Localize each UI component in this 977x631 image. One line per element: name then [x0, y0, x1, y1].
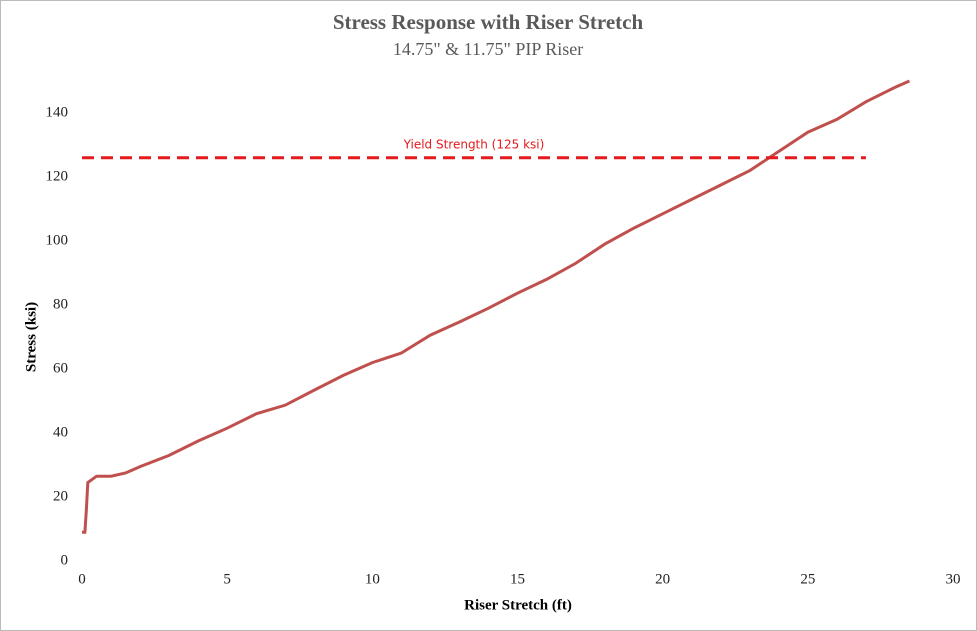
y-tick-label: 0: [61, 552, 69, 568]
y-tick-label: 60: [53, 360, 68, 376]
x-tick-label: 0: [78, 571, 86, 587]
y-tick-label: 140: [46, 104, 69, 120]
chart-subtitle: 14.75" & 11.75" PIP Riser: [393, 39, 583, 59]
chart-title: Stress Response with Riser Stretch: [333, 10, 644, 34]
x-tick-label: 5: [223, 571, 231, 587]
data-line: [82, 79, 911, 534]
y-tick-label: 80: [53, 296, 68, 312]
x-axis-label: Riser Stretch (ft): [464, 597, 572, 613]
y-axis-label: Stress (ksi): [23, 302, 39, 372]
x-tick-label: 30: [946, 571, 961, 587]
y-tick-label: 100: [46, 232, 69, 248]
reference-line-label: Yield Strength (125 ksi): [403, 137, 545, 151]
x-tick-label: 10: [365, 571, 380, 587]
x-tick-label: 25: [800, 571, 815, 587]
x-tick-label: 20: [655, 571, 670, 587]
x-tick-label: 15: [510, 571, 525, 587]
y-tick-label: 40: [53, 424, 68, 440]
y-tick-label: 120: [46, 168, 69, 184]
y-tick-label: 20: [53, 488, 68, 504]
